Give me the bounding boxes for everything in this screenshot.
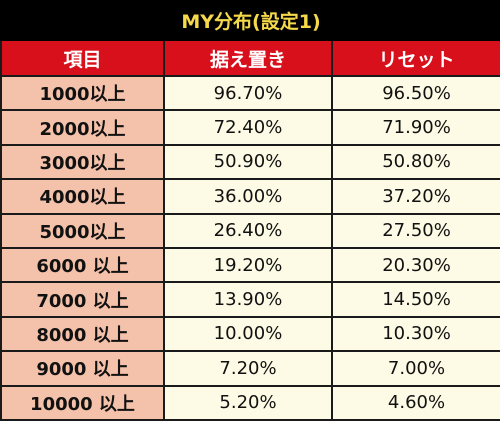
table-row: 9000 以上 7.20% 7.00% [0, 350, 500, 387]
table-row: 4000以上 36.00% 37.20% [0, 178, 500, 215]
row-label: 4000以上 [0, 178, 165, 215]
table-row: 3000以上 50.90% 50.80% [0, 143, 500, 181]
reset-value: 71.90% [330, 109, 500, 146]
reset-value: 20.30% [330, 246, 500, 284]
table-row: 6000 以上 19.20% 20.30% [0, 246, 500, 284]
row-label: 5000以上 [0, 212, 165, 249]
table-row: 7000 以上 13.90% 14.50% [0, 281, 500, 318]
row-label: 2000以上 [0, 109, 165, 146]
table-row: 2000以上 72.40% 71.90% [0, 109, 500, 146]
reset-value: 50.80% [330, 143, 500, 181]
header-sueoki: 据え置き [163, 39, 333, 77]
row-label: 7000 以上 [0, 281, 165, 318]
table-row: 10000 以上 5.20% 4.60% [0, 384, 500, 421]
header-reset: リセット [330, 39, 500, 77]
row-label: 9000 以上 [0, 350, 165, 387]
sueoki-value: 36.00% [163, 178, 333, 215]
sueoki-value: 96.70% [163, 74, 333, 112]
reset-value: 27.50% [330, 212, 500, 249]
table-title: MY分布(設定1) [0, 0, 500, 41]
reset-value: 37.20% [330, 178, 500, 215]
reset-value: 10.30% [330, 315, 500, 353]
sueoki-value: 10.00% [163, 315, 333, 353]
sueoki-value: 13.90% [163, 281, 333, 318]
sueoki-value: 5.20% [163, 384, 333, 421]
title-row: MY分布(設定1) [0, 0, 500, 41]
row-label: 8000 以上 [0, 315, 165, 353]
reset-value: 14.50% [330, 281, 500, 318]
sueoki-value: 26.40% [163, 212, 333, 249]
table-row: 5000以上 26.40% 27.50% [0, 212, 500, 249]
header-row: 項目 据え置き リセット [0, 39, 500, 77]
sueoki-value: 72.40% [163, 109, 333, 146]
row-label: 3000以上 [0, 143, 165, 181]
table-row: 8000 以上 10.00% 10.30% [0, 315, 500, 353]
table-row: 1000以上 96.70% 96.50% [0, 74, 500, 112]
sueoki-value: 19.20% [163, 246, 333, 284]
row-label: 10000 以上 [0, 384, 165, 421]
sueoki-value: 50.90% [163, 143, 333, 181]
row-label: 6000 以上 [0, 246, 165, 284]
row-label: 1000以上 [0, 74, 165, 112]
reset-value: 7.00% [330, 350, 500, 387]
reset-value: 96.50% [330, 74, 500, 112]
reset-value: 4.60% [330, 384, 500, 421]
sueoki-value: 7.20% [163, 350, 333, 387]
header-item: 項目 [0, 39, 165, 77]
